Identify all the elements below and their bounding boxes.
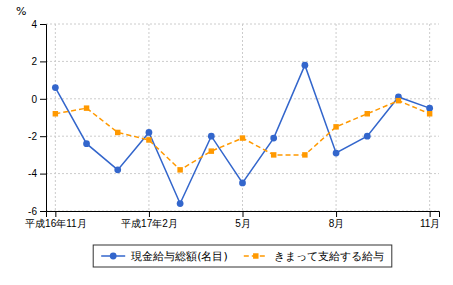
point: [301, 62, 308, 69]
point: [271, 152, 276, 157]
grid-line: [336, 24, 337, 211]
y-axis: -6 -4 -2 0 2 4: [28, 19, 46, 217]
series: [53, 98, 433, 173]
y-tick: -6: [28, 206, 46, 217]
tick-mark: [40, 136, 46, 137]
point: [364, 133, 371, 140]
tick-label: -4: [28, 168, 37, 179]
point: [52, 84, 59, 91]
plot: 平成16年11月 平成17年2月 5月 8月 11月 -6 -4 -2 0 2 4: [25, 19, 440, 229]
point: [302, 152, 307, 157]
tick-mark: [40, 61, 46, 62]
tick-label: 平成17年2月: [121, 218, 178, 229]
tick-mark: [40, 24, 46, 25]
grid-line: [55, 24, 56, 211]
tick-mark: [40, 174, 46, 175]
chart: 平成16年11月 平成17年2月 5月 8月 11月 -6 -4 -2 0 2 4% 現金給与総額(名…: [0, 0, 453, 285]
tick-label: 8月: [329, 218, 345, 229]
point: [83, 140, 90, 147]
marks: [52, 62, 433, 207]
y-tick: 2: [31, 56, 46, 67]
tick-mark: [243, 211, 244, 217]
x-axis: 平成16年11月 平成17年2月 5月 8月 11月: [25, 211, 440, 229]
tick-label: 0: [31, 94, 37, 105]
legend-label: きまって支給する給与: [274, 250, 384, 263]
point: [239, 180, 246, 187]
point: [240, 135, 245, 140]
line: [55, 65, 429, 203]
tick-mark: [336, 211, 337, 217]
y-tick: -4: [28, 168, 46, 179]
point: [333, 124, 338, 129]
tick-mark: [40, 99, 46, 100]
tick-mark: [149, 211, 150, 217]
x-tick: 5月: [235, 211, 251, 229]
grid-line: [429, 24, 430, 211]
point: [177, 200, 184, 207]
point: [365, 111, 370, 116]
grid-line: [46, 98, 439, 99]
line: [55, 101, 429, 170]
tick-label: 平成16年11月: [25, 218, 87, 229]
point: [270, 135, 277, 142]
tick-mark: [40, 211, 46, 212]
axis-line: [40, 25, 47, 212]
grid: [46, 24, 439, 211]
axis-line: [47, 212, 440, 218]
point: [208, 133, 215, 140]
point: [53, 111, 58, 116]
point: [396, 98, 401, 103]
tick-label: 5月: [235, 218, 251, 229]
point: [114, 166, 121, 173]
y-label: %: [16, 5, 26, 18]
legend: 現金給与総額(名目) きまって支給する給与: [93, 245, 392, 267]
x-tick: 8月: [329, 211, 345, 229]
legend-marker: [253, 253, 258, 258]
point: [177, 167, 182, 172]
point: [146, 137, 151, 142]
tick-label: 4: [31, 19, 37, 30]
y-tick: 0: [31, 94, 46, 105]
tick-mark: [55, 211, 56, 217]
point: [84, 105, 89, 110]
tick-label: 11月: [420, 218, 440, 229]
x-tick: 平成17年2月: [121, 211, 178, 229]
tick-label: -6: [28, 206, 37, 217]
point: [115, 130, 120, 135]
y-tick: 4: [31, 19, 46, 30]
point: [146, 129, 153, 136]
legend-item: 現金給与総額(名目): [101, 250, 228, 263]
grid-line: [148, 24, 149, 211]
tick-mark: [430, 211, 431, 217]
legend-frame: [93, 245, 392, 267]
series: [52, 62, 433, 207]
legend-marker: [110, 253, 117, 260]
point: [426, 105, 433, 112]
tick-label: -2: [28, 131, 37, 142]
x-tick: 11月: [420, 211, 440, 229]
point: [333, 150, 340, 157]
y-tick: -2: [28, 131, 46, 142]
legend-item: きまって支給する給与: [244, 250, 384, 263]
point: [427, 111, 432, 116]
tick-label: 2: [31, 56, 37, 67]
legend-label: 現金給与総額(名目): [131, 250, 228, 263]
point: [209, 148, 214, 153]
